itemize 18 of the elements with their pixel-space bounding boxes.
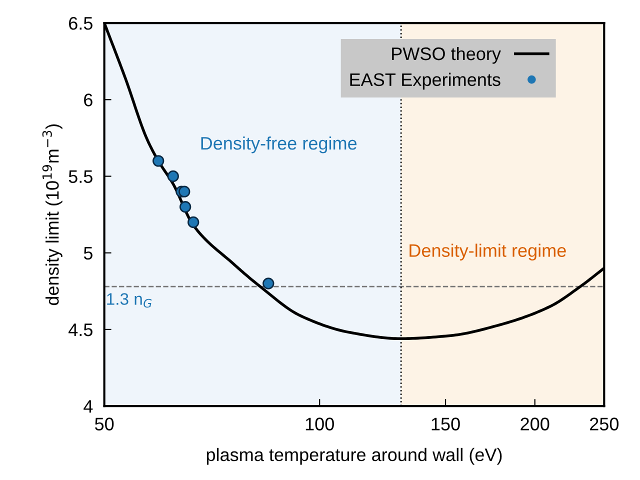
band-label: Density-free regime bbox=[201, 136, 357, 154]
x-tick-label: 50 bbox=[95, 418, 114, 430]
ref-line-label: 1.3 n$_{G}$ bbox=[107, 293, 152, 308]
x-tick-label: 100 bbox=[306, 418, 334, 430]
x-tick-label: 150 bbox=[432, 418, 460, 430]
y-axis-title: density limit (10$^{19}$m$^{−3}$) bbox=[42, 124, 62, 306]
x-tick-label: 250 bbox=[590, 418, 619, 430]
y-tick-label: 5.5 bbox=[68, 170, 92, 183]
legend-label: EAST Experiments bbox=[350, 72, 500, 90]
y-tick-label: 6 bbox=[84, 94, 92, 106]
band-label: Density-limit regime bbox=[410, 244, 566, 261]
x-tick-label: 200 bbox=[520, 418, 550, 430]
y-tick-label: 4 bbox=[84, 400, 93, 413]
y-tick-label: 6.5 bbox=[69, 16, 92, 30]
x-axis-title: plasma temperature around wall (eV) bbox=[206, 448, 502, 465]
legend-label: PWSO theory bbox=[392, 46, 501, 64]
y-tick-label: 5 bbox=[84, 246, 92, 260]
y-tick-label: 4.5 bbox=[68, 324, 92, 336]
